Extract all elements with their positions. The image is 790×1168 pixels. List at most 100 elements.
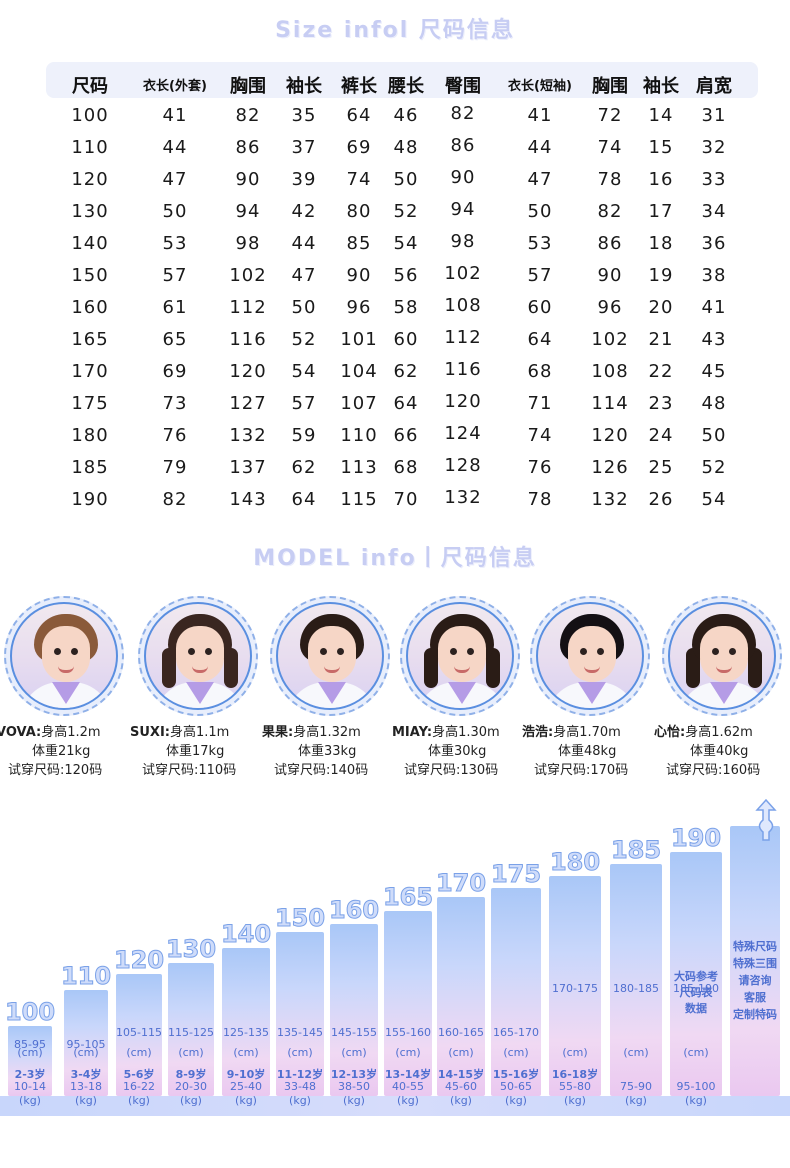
height-bar: 85-95 (cm) 2-3岁 10-14 (kg) <box>8 1026 52 1107</box>
table-cell: 54 <box>393 233 419 254</box>
bar-size-label: 180 <box>549 848 601 877</box>
model-card: SUXI:身高1.1m 体重17kg 试穿尺码:110码 <box>130 592 266 792</box>
bar-height_range: 180-185 <box>613 982 659 995</box>
special-text: 特殊三围 <box>733 957 777 970</box>
model-size: 试穿尺码:140码 <box>274 763 369 778</box>
bar-age: 9-10岁 <box>226 1068 266 1081</box>
model-weight: 体重21kg <box>32 744 91 759</box>
table-cell: 96 <box>346 297 372 318</box>
table-cell: 57 <box>291 393 317 414</box>
table-cell: 20 <box>648 297 674 318</box>
pigtail <box>686 648 700 688</box>
model-name: 果果: <box>262 725 294 740</box>
bar-height_range: 135-145 <box>277 1026 323 1039</box>
model-name-height: 果果:身高1.32m <box>262 723 398 742</box>
bar-weight_unit: (kg) <box>564 1094 586 1107</box>
table-cell: 108 <box>591 361 629 382</box>
model-info: 心怡:身高1.62m 体重40kg 试穿尺码:160码 <box>654 723 790 780</box>
model-height: 身高1.2m <box>41 725 101 740</box>
size-info-title: Size infol 尺码信息 <box>275 18 515 43</box>
bar-size-label: 190 <box>670 824 722 853</box>
model-weight: 体重30kg <box>428 744 487 759</box>
table-cell: 114 <box>591 393 629 414</box>
bar-weight_range: 50-65 <box>500 1080 532 1093</box>
table-cell: 25 <box>648 457 674 478</box>
model-info: SUXI:身高1.1m 体重17kg 试穿尺码:110码 <box>130 723 266 780</box>
smile <box>584 666 600 673</box>
table-cell: 46 <box>393 105 419 126</box>
model-size: 试穿尺码:160码 <box>666 763 761 778</box>
bar-height_unit: (cm) <box>73 1046 99 1059</box>
table-cell: 26 <box>648 489 674 510</box>
model-photo <box>406 602 514 710</box>
model-name: SUXI: <box>130 725 170 740</box>
table-cell: 56 <box>393 265 419 286</box>
table-cell: 100 <box>71 105 109 126</box>
table-cell: 80 <box>346 201 372 222</box>
table-cell: 82 <box>162 489 188 510</box>
table-cell: 74 <box>527 425 553 446</box>
bar-weight_range: 20-30 <box>175 1080 207 1093</box>
height-bar: 165-170 (cm) 15-16岁 50-65 (kg) <box>491 888 541 1107</box>
table-cell: 73 <box>162 393 188 414</box>
table-cell: 45 <box>701 361 727 382</box>
table-cell: 90 <box>597 265 623 286</box>
model-info-title: MODEL info丨尺码信息 <box>253 546 537 571</box>
bar-age: 15-16岁 <box>492 1068 540 1081</box>
bar-weight_unit: (kg) <box>75 1094 97 1107</box>
height-bar: 155-160 (cm) 13-14岁 40-55 (kg) <box>384 911 432 1107</box>
height-bar: 180-185 (cm) 75-90 (kg) <box>610 864 662 1107</box>
bar-age: 2-3岁 <box>14 1068 46 1081</box>
bar-weight_unit: (kg) <box>235 1094 257 1107</box>
table-cell: 127 <box>229 393 267 414</box>
table-cell: 57 <box>162 265 188 286</box>
table-cell: 120 <box>591 425 629 446</box>
bar-height_range: 165-170 <box>493 1026 539 1039</box>
bar-height_range: 145-155 <box>331 1026 377 1039</box>
bar-height_range: 125-135 <box>223 1026 269 1039</box>
table-cell: 34 <box>701 201 727 222</box>
table-cell: 41 <box>701 297 727 318</box>
face <box>700 626 748 682</box>
table-cell: 78 <box>527 489 553 510</box>
bar-age: 5-6岁 <box>123 1068 155 1081</box>
table-cell: 116 <box>444 359 482 380</box>
table-cell: 21 <box>648 329 674 350</box>
smile <box>716 666 732 673</box>
height-bar: 105-115 (cm) 5-6岁 16-22 (kg) <box>116 974 162 1107</box>
bar-size-label: 140 <box>220 920 272 949</box>
table-cell: 50 <box>527 201 553 222</box>
table-cell: 165 <box>71 329 109 350</box>
bar-weight_unit: (kg) <box>180 1094 202 1107</box>
eye <box>580 648 587 655</box>
table-cell: 37 <box>291 137 317 158</box>
height-bar: 170-175 (cm) 16-18岁 55-80 (kg) <box>549 876 601 1107</box>
table-cell: 140 <box>71 233 109 254</box>
table-cell: 50 <box>393 169 419 190</box>
table-cell: 126 <box>591 457 629 478</box>
model-size: 试穿尺码:130码 <box>404 763 499 778</box>
bar-height_range: 160-165 <box>438 1026 484 1039</box>
model-name-height: 浩浩:身高1.70m <box>522 723 658 742</box>
bar-height_unit: (cm) <box>683 1046 709 1059</box>
model-weight: 体重40kg <box>690 744 749 759</box>
table-cell: 78 <box>597 169 623 190</box>
height-bar: 95-105 (cm) 3-4岁 13-18 (kg) <box>64 990 108 1107</box>
table-cell: 86 <box>235 137 261 158</box>
bar-height_unit: (cm) <box>395 1046 421 1059</box>
table-cell: 86 <box>597 233 623 254</box>
pigtail <box>162 648 176 688</box>
special-text: 请咨询 <box>738 974 772 987</box>
bar-age: 11-12岁 <box>276 1068 324 1081</box>
table-cell: 90 <box>346 265 372 286</box>
table-cell: 86 <box>450 135 476 156</box>
model-card: 浩浩:身高1.70m 体重48kg 试穿尺码:170码 <box>522 592 658 792</box>
table-cell: 132 <box>444 487 482 508</box>
table-cell: 90 <box>450 167 476 188</box>
table-cell: 120 <box>71 169 109 190</box>
table-cell: 64 <box>393 393 419 414</box>
table-cell: 76 <box>527 457 553 478</box>
table-cell: 90 <box>235 169 261 190</box>
table-cell: 110 <box>340 425 378 446</box>
table-cell: 115 <box>340 489 378 510</box>
